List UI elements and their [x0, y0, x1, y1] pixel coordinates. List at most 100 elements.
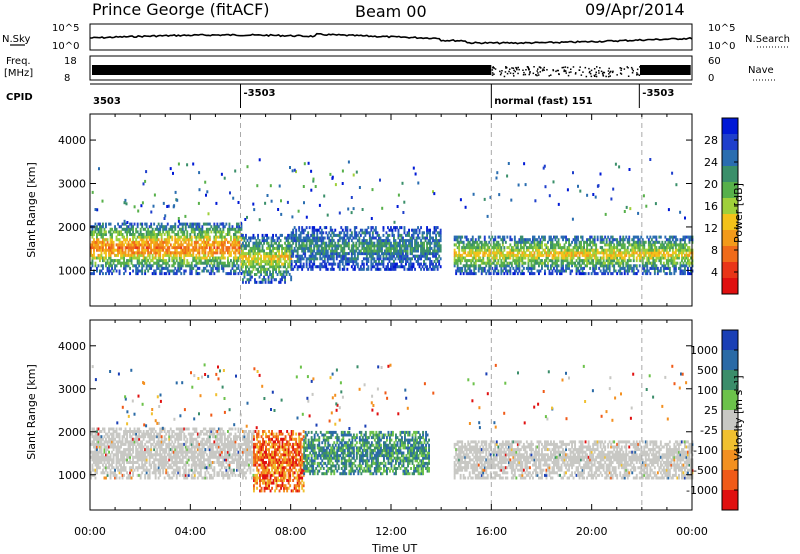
echo-cell — [405, 254, 407, 258]
echo-cell — [97, 440, 100, 444]
echo-cell — [679, 248, 682, 252]
echo-cell — [559, 243, 561, 247]
echo-cell — [248, 254, 250, 258]
echo-cell — [154, 256, 157, 260]
echo-cell — [267, 262, 270, 266]
echo-cell — [566, 264, 569, 268]
echo-cell — [102, 437, 104, 441]
echo-cell — [577, 235, 579, 239]
echo-cell — [656, 253, 659, 257]
echo-cell — [340, 254, 343, 258]
echo-cell — [279, 270, 282, 274]
echo-cell — [684, 235, 686, 239]
echo-cell — [653, 269, 656, 273]
echo-cell — [470, 251, 473, 255]
echo-cell — [231, 266, 234, 270]
echo-cell — [374, 249, 377, 253]
echo-cell — [233, 233, 235, 237]
echo-cell — [661, 240, 664, 244]
echo-cell — [248, 267, 250, 271]
echo-cell — [270, 278, 273, 282]
echo-cell — [257, 252, 259, 256]
echo-cell — [641, 261, 644, 265]
echo-cell — [267, 257, 270, 261]
echo-cell — [396, 226, 398, 230]
echo-cell — [396, 262, 398, 266]
echo-cell — [316, 233, 319, 237]
echo-cell — [595, 248, 598, 252]
echo-cell — [299, 254, 302, 258]
echo-cell — [222, 243, 225, 247]
echo-cell — [183, 251, 186, 255]
echo-cell — [234, 233, 237, 237]
echo-cell — [397, 265, 400, 269]
echo-cell — [620, 256, 623, 260]
echo-cell — [522, 243, 525, 247]
echo-cell — [164, 214, 167, 218]
freq-dot — [602, 75, 605, 77]
echo-cell — [521, 269, 524, 273]
echo-cell — [394, 262, 397, 266]
echo-cell — [124, 238, 127, 242]
echo-cell — [408, 233, 410, 237]
echo-cell — [141, 235, 144, 239]
echo-cell — [320, 241, 323, 245]
echo-cell — [335, 257, 338, 261]
echo-cell — [177, 235, 180, 239]
echo-cell — [258, 257, 261, 261]
echo-cell — [391, 231, 394, 235]
echo-cell — [358, 186, 361, 189]
echo-cell — [319, 254, 322, 258]
echo-cell — [115, 227, 118, 231]
echo-cell — [249, 270, 252, 274]
echo-cell — [90, 450, 92, 454]
echo-cell — [459, 261, 462, 265]
echo-cell — [242, 257, 244, 261]
echo-cell — [219, 256, 222, 260]
echo-cell — [142, 251, 145, 255]
echo-cell — [108, 230, 110, 234]
echo-cell — [485, 240, 488, 244]
echo-cell — [237, 243, 240, 247]
echo-cell — [396, 244, 398, 248]
echo-cell — [632, 251, 635, 255]
echo-cell — [93, 473, 95, 477]
echo-cell — [319, 257, 322, 261]
echo-cell — [533, 264, 536, 268]
echo-cell — [521, 235, 524, 239]
echo-cell — [527, 248, 530, 252]
echo-cell — [365, 246, 368, 250]
echo-cell — [261, 280, 264, 284]
echo-cell — [650, 251, 653, 255]
echo-cell — [142, 233, 145, 237]
echo-cell — [129, 227, 131, 231]
echo-cell — [634, 248, 637, 252]
echo-cell — [126, 225, 129, 229]
echo-cell — [275, 252, 277, 256]
echo-cell — [678, 256, 680, 260]
echo-cell — [538, 269, 540, 273]
echo-cell — [532, 256, 534, 260]
echo-cell — [291, 169, 294, 173]
echo-cell — [578, 246, 581, 250]
echo-cell — [674, 266, 677, 270]
echo-cell — [132, 227, 134, 231]
freq-dot — [499, 73, 502, 76]
echo-cell — [290, 267, 293, 271]
echo-cell — [688, 259, 691, 263]
echo-cell — [408, 231, 410, 235]
echo-cell — [586, 193, 589, 197]
echo-cell — [138, 253, 141, 257]
echo-cell — [236, 256, 238, 260]
echo-cell — [100, 450, 103, 454]
echo-cell — [545, 251, 548, 255]
echo-cell — [353, 265, 356, 269]
freq-dot — [529, 71, 531, 73]
echo-cell — [269, 265, 271, 269]
echo-cell — [533, 266, 536, 270]
echo-cell — [583, 253, 585, 257]
freq-dot — [505, 67, 507, 69]
echo-cell — [535, 259, 537, 263]
echo-cell — [214, 256, 217, 260]
freq-dot — [593, 74, 596, 77]
